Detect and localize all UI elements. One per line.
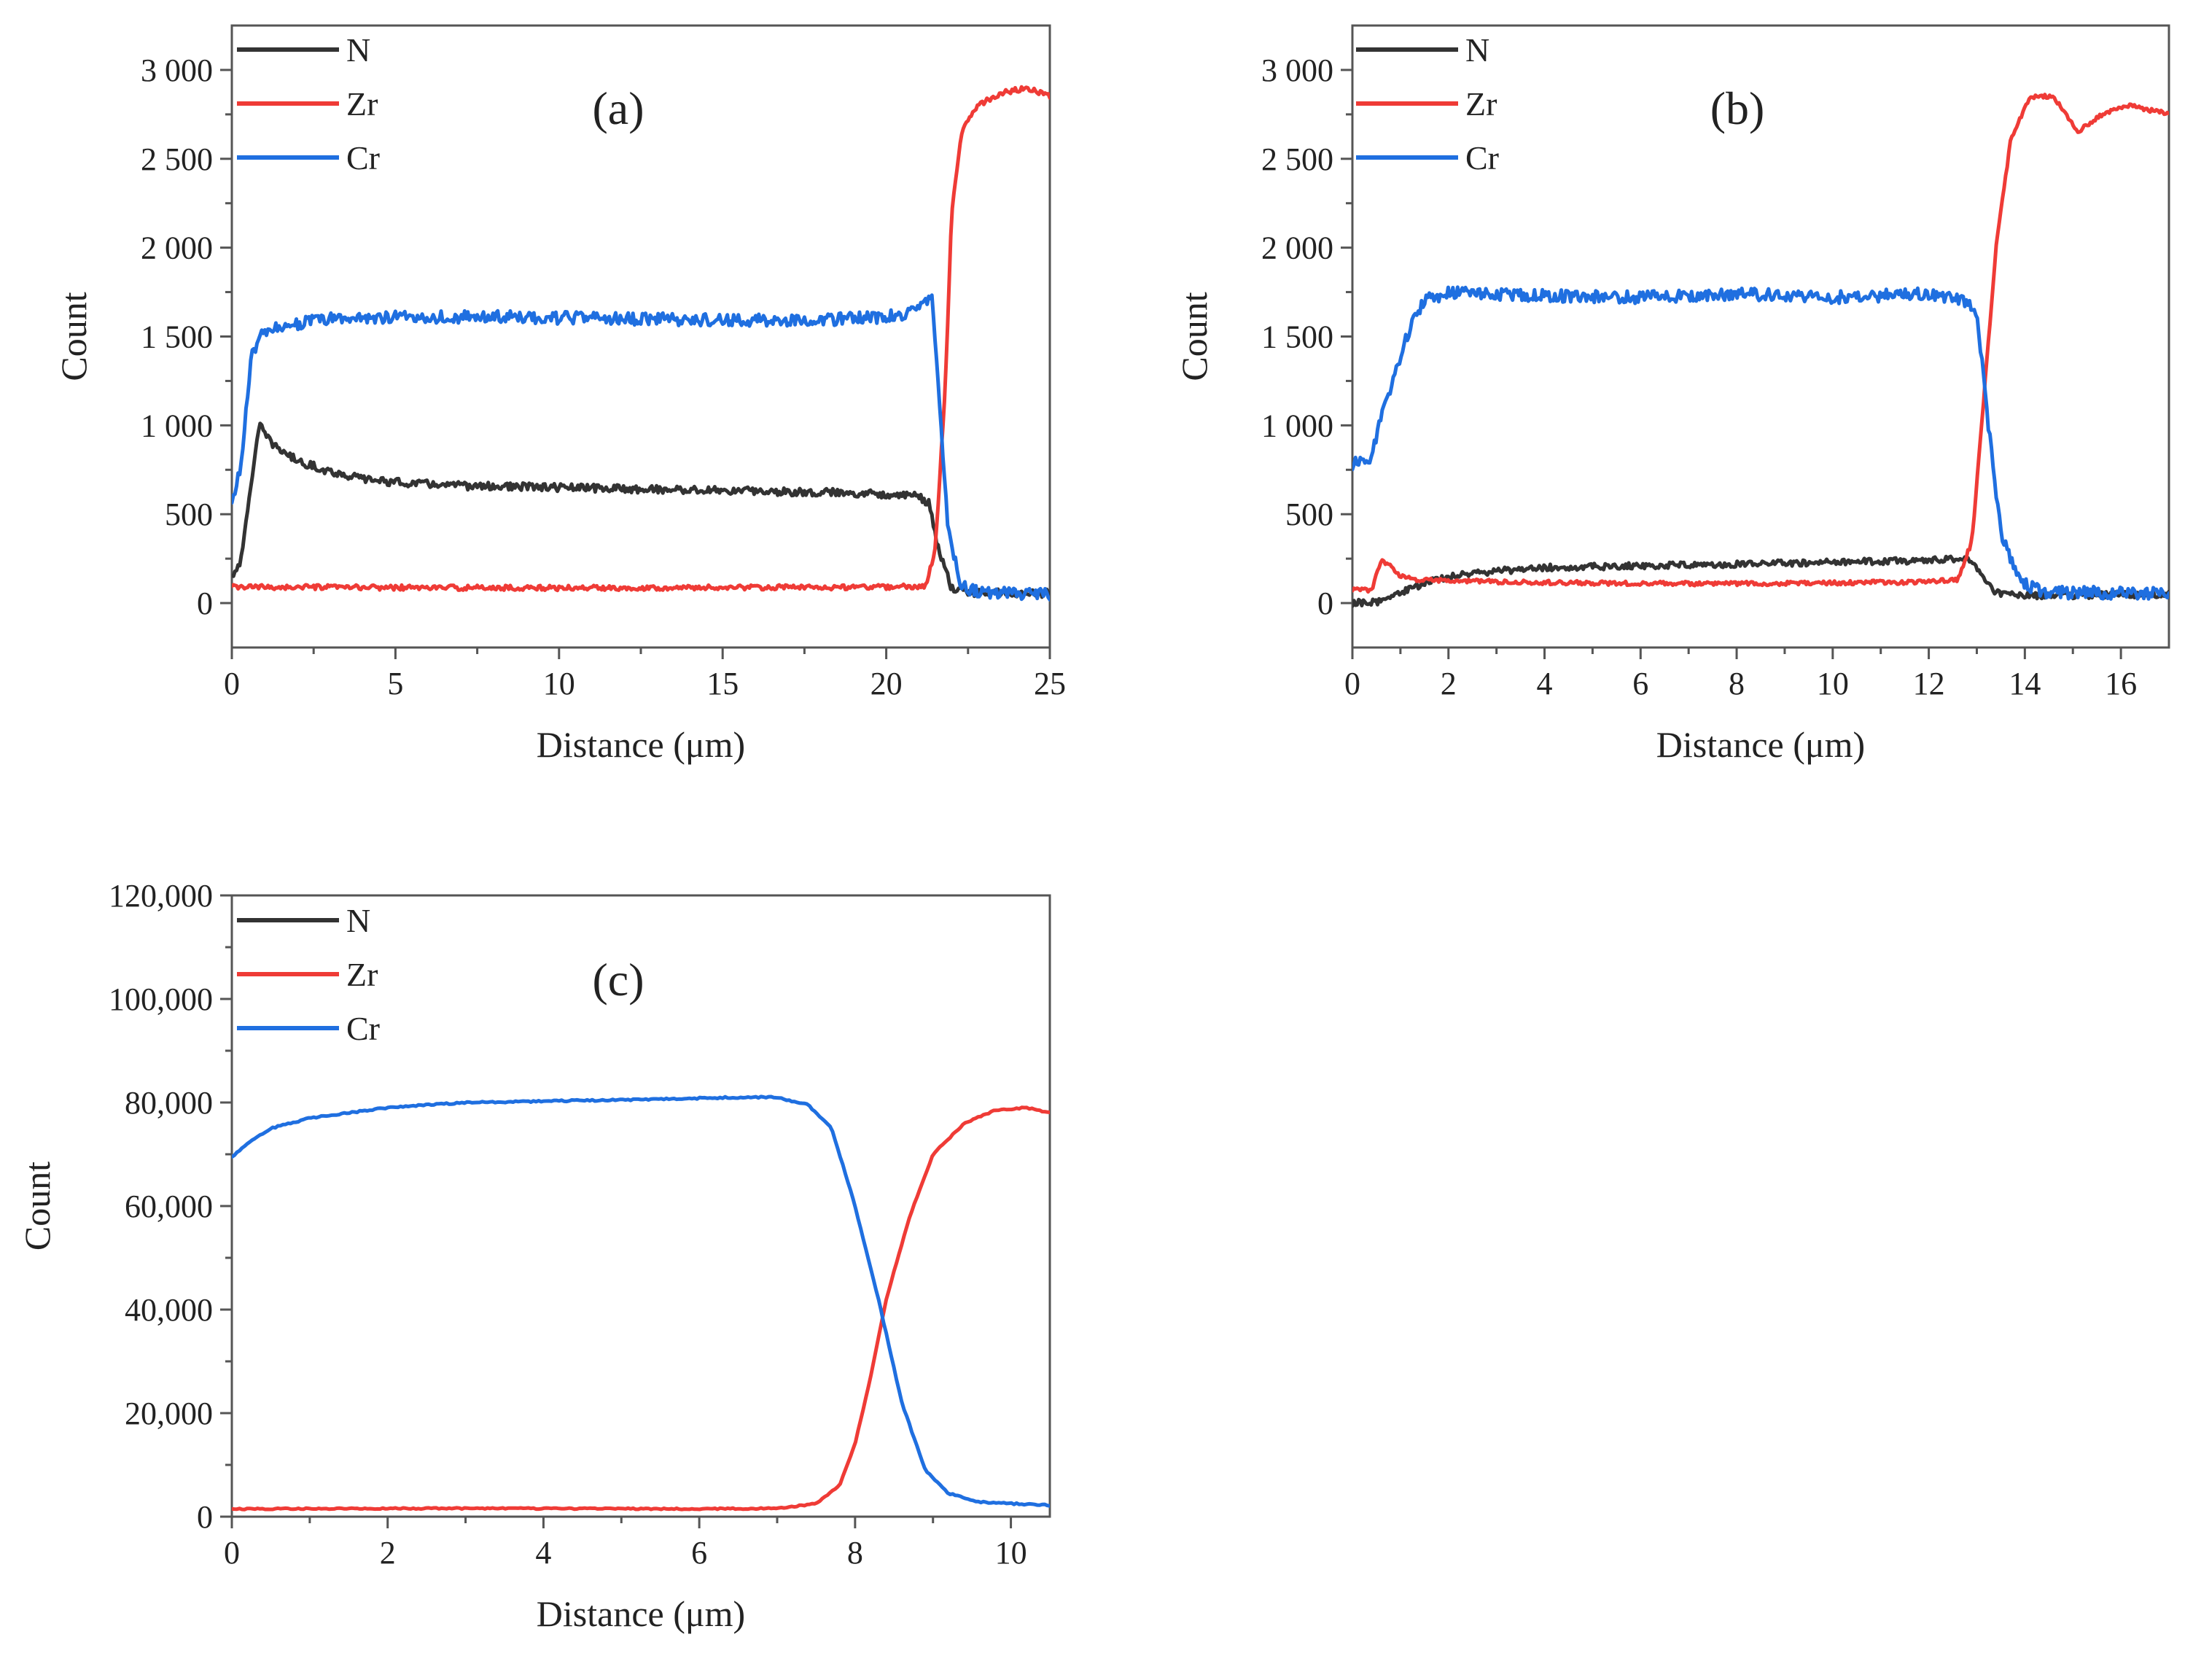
legend-label-n: N (346, 31, 370, 69)
chart-panel-b: 0 500 1 000 1 500 2 000 2 500 3 000 0 2 4 6 8 10 12 14… (1174, 24, 2170, 765)
legend-label-zr: Zr (346, 956, 378, 993)
x-tick-label: 6 (691, 1535, 707, 1571)
legend-label-cr: Cr (346, 1010, 380, 1047)
series-line-cr (232, 1094, 1050, 1508)
series-line-zr (1352, 93, 2169, 594)
y-tick-label: 0 (1317, 586, 1333, 621)
y-tick-label: 2 000 (1261, 230, 1333, 266)
y-axis-title: Count (17, 1162, 58, 1251)
y-tick-label: 3 000 (141, 52, 213, 88)
chart-panel-c: 0 20,000 40,000 60,000 80,000 100,000 120,000 0… (17, 878, 1051, 1634)
y-tick-label: 2 500 (141, 141, 213, 177)
x-axis-title: Distance (μm) (1656, 724, 1865, 765)
y-tick-label: 120,000 (109, 878, 213, 914)
y-axis-title: Count (1174, 292, 1215, 381)
x-tick-label: 12 (1913, 666, 1945, 701)
series-line-zr (232, 1105, 1050, 1512)
y-axis-title: Count (53, 292, 94, 381)
y-tick-label: 40,000 (125, 1292, 213, 1328)
y-tick-label: 0 (197, 1499, 213, 1535)
x-tick-label: 25 (1034, 666, 1066, 701)
legend-label-zr: Zr (1465, 85, 1497, 122)
series-line-zr (232, 85, 1050, 593)
x-tick-label: 4 (1537, 666, 1553, 701)
x-axis-title: Distance (μm) (537, 724, 745, 765)
x-tick-label: 0 (1344, 666, 1360, 701)
y-tick-label: 20,000 (125, 1396, 213, 1431)
x-tick-label: 0 (224, 1535, 240, 1571)
chart-panel-a: 0 500 1 000 1 500 2 000 2 500 3 000 0 5 10 15 20 25 D… (53, 24, 1066, 765)
x-tick-label: 2 (1441, 666, 1457, 701)
x-tick-label: 6 (1632, 666, 1648, 701)
series-line-n (1352, 554, 2169, 608)
x-tick-label: 5 (387, 666, 403, 701)
y-tick-label: 1 500 (141, 319, 213, 355)
x-tick-label: 10 (543, 666, 575, 701)
y-tick-label: 3 000 (1261, 52, 1333, 88)
y-tick-label: 1 000 (1261, 408, 1333, 443)
y-tick-label: 500 (165, 497, 213, 532)
series-line-n (232, 421, 1050, 599)
legend-label-cr: Cr (346, 139, 380, 176)
legend-label-zr: Zr (346, 85, 378, 122)
x-tick-label: 4 (535, 1535, 551, 1571)
y-tick-label: 1 000 (141, 408, 213, 443)
x-tick-label: 8 (847, 1535, 863, 1571)
y-tick-label: 100,000 (109, 981, 213, 1017)
x-tick-label: 2 (380, 1535, 396, 1571)
legend-label-n: N (346, 902, 370, 939)
x-tick-label: 20 (870, 666, 903, 701)
x-tick-label: 10 (995, 1535, 1027, 1571)
panel-label: (c) (592, 954, 644, 1006)
x-tick-label: 16 (2105, 666, 2137, 701)
y-tick-label: 80,000 (125, 1085, 213, 1121)
y-tick-label: 0 (197, 586, 213, 621)
series-line-cr (232, 293, 1050, 602)
x-tick-label: 15 (706, 666, 739, 701)
panel-label: (a) (592, 82, 644, 134)
y-tick-label: 2 500 (1261, 141, 1333, 177)
y-tick-label: 2 000 (141, 230, 213, 266)
y-tick-label: 500 (1285, 497, 1333, 532)
legend-label-n: N (1465, 31, 1489, 69)
x-axis-title: Distance (μm) (537, 1593, 745, 1634)
x-tick-label: 10 (1817, 666, 1849, 701)
y-tick-label: 60,000 (125, 1189, 213, 1224)
y-tick-label: 1 500 (1261, 319, 1333, 355)
x-tick-label: 8 (1729, 666, 1745, 701)
x-tick-label: 0 (224, 666, 240, 701)
series-line-cr (1352, 285, 2169, 601)
panel-label: (b) (1710, 82, 1765, 134)
legend-label-cr: Cr (1465, 139, 1499, 176)
x-tick-label: 14 (2009, 666, 2041, 701)
